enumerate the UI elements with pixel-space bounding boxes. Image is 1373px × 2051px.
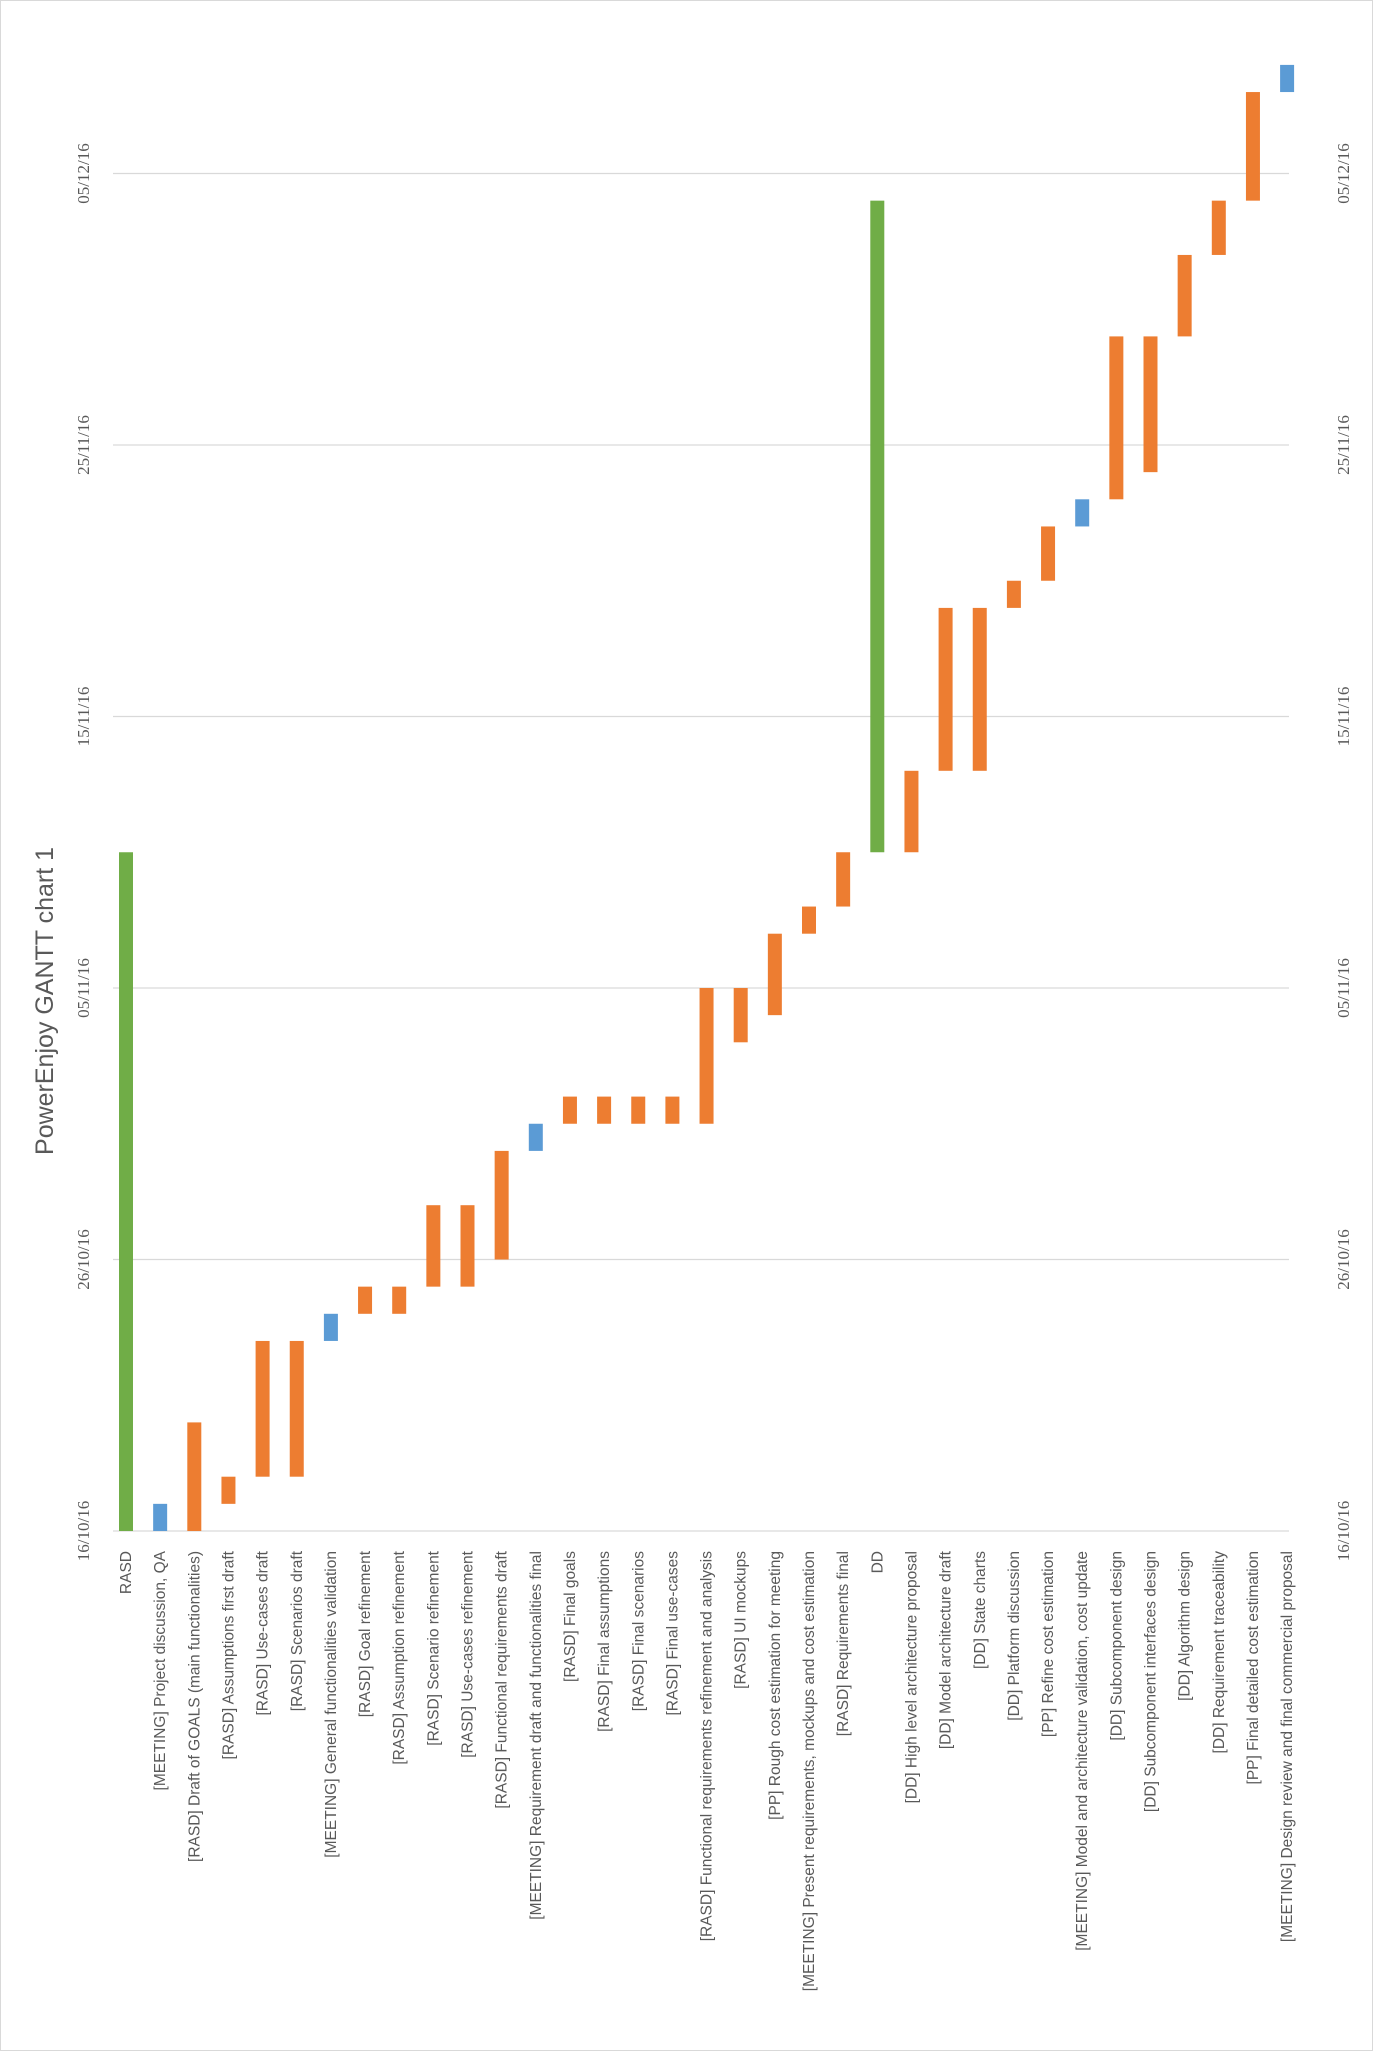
- task-label: [RASD] Draft of GOALS (main functionalit…: [186, 1551, 203, 1862]
- task-label: [RASD] Functional requirements draft: [494, 1550, 511, 1808]
- gantt-bar: [528, 1123, 543, 1151]
- date-tick-left: 26/10/16: [74, 1229, 93, 1289]
- task-label: [RASD] Scenario refinement: [425, 1550, 442, 1745]
- task-label: [RASD] Assumptions first draft: [220, 1550, 237, 1759]
- task-label: [RASD] Final goals: [562, 1551, 579, 1682]
- task-label: [PP] Refine cost estimation: [1040, 1551, 1057, 1737]
- task-label: [DD] Platform discussion: [1006, 1551, 1023, 1721]
- gantt-bar: [494, 1150, 509, 1260]
- task-label: [RASD] Requirements final: [835, 1551, 852, 1736]
- task-label: RASD: [118, 1551, 135, 1594]
- task-label: [MEETING] General functionalities valida…: [323, 1551, 340, 1858]
- date-tick-left: 05/11/16: [74, 958, 93, 1018]
- task-label: [DD] Subcomponent design: [1108, 1551, 1125, 1741]
- gantt-bar: [1075, 499, 1090, 527]
- date-tick-right: 15/11/16: [1334, 687, 1353, 747]
- task-label: [RASD] Use-cases refinement: [460, 1550, 477, 1757]
- date-tick-right: 05/11/16: [1334, 958, 1353, 1018]
- bars: [119, 64, 1295, 1531]
- task-label: [MEETING] Project discussion, QA: [152, 1550, 169, 1790]
- date-tick-left: 16/10/16: [74, 1501, 93, 1561]
- date-tick-left: 05/12/16: [74, 143, 93, 203]
- gantt-bar: [699, 988, 714, 1124]
- gantt-bar: [221, 1476, 236, 1504]
- task-label: [DD] Requirement traceability: [1211, 1551, 1228, 1754]
- date-ticks: 16/10/16 16/10/16 26/10/16 26/10/16 05/11/16…: [74, 143, 1353, 1561]
- task-label: [PP] Rough cost estimation for meeting: [767, 1551, 784, 1820]
- task-label: [RASD] Scenarios draft: [289, 1550, 306, 1711]
- date-tick-right: 05/12/16: [1334, 143, 1353, 203]
- gantt-bar: [904, 770, 919, 853]
- gantt-bar: [153, 1503, 168, 1531]
- gantt-bar: [1006, 580, 1021, 608]
- gantt-bar: [460, 1205, 475, 1287]
- gantt-bar: [1041, 526, 1056, 581]
- gantt-bar: [1245, 92, 1260, 201]
- task-label: [DD] Model architecture draft: [938, 1550, 955, 1749]
- task-label: DD: [869, 1551, 886, 1573]
- gantt-bar: [323, 1313, 338, 1341]
- date-tick-left: 25/11/16: [74, 415, 93, 475]
- task-label: [MEETING] Requirement draft and function…: [528, 1551, 545, 1920]
- task-label: [DD] State charts: [972, 1551, 989, 1669]
- date-tick-right: 16/10/16: [1334, 1501, 1353, 1561]
- task-label: [RASD] Functional requirements refinemen…: [699, 1551, 716, 1942]
- task-label: [DD] Subcomponent interfaces design: [1143, 1551, 1160, 1812]
- gantt-bar: [392, 1286, 407, 1314]
- gantt-bar: [358, 1286, 373, 1314]
- task-label: [MEETING] Design review and final commer…: [1279, 1551, 1296, 1942]
- task-label: [RASD] Assumption refinement: [391, 1550, 408, 1764]
- gantt-bar: [631, 1096, 646, 1124]
- task-label: [RASD] Use-cases draft: [255, 1550, 272, 1715]
- task-label: [DD] Algorithm design: [1177, 1551, 1194, 1701]
- date-tick-left: 15/11/16: [74, 687, 93, 747]
- gantt-bar: [597, 1096, 612, 1124]
- gantt-bar: [836, 852, 851, 907]
- gantt-bar: [187, 1422, 202, 1531]
- task-label: [RASD] UI mockups: [733, 1551, 750, 1689]
- gantt-bar: [802, 906, 816, 934]
- task-label: [RASD] Final scenarios: [630, 1551, 647, 1711]
- gantt-bar: [972, 607, 987, 771]
- task-label: [PP] Final detailed cost estimation: [1245, 1551, 1262, 1784]
- task-label: [DD] High level architecture proposal: [903, 1551, 920, 1803]
- task-label: [RASD] Final assumptions: [596, 1551, 613, 1732]
- gantt-bar: [1143, 336, 1158, 473]
- task-label: [MEETING] Model and architecture validat…: [1074, 1551, 1091, 1951]
- gantt-bar: [1280, 64, 1295, 93]
- gantt-bar: [870, 200, 885, 853]
- gantt-bar: [733, 988, 748, 1043]
- gantt-bar: [938, 607, 953, 771]
- gantt-bar: [289, 1340, 304, 1477]
- gantt-bar: [1211, 200, 1226, 255]
- chart-title: PowerEnjoy GANTT chart 1: [31, 847, 59, 1155]
- task-label: [RASD] Goal refinement: [357, 1550, 374, 1717]
- date-tick-right: 25/11/16: [1334, 415, 1353, 475]
- gantt-bar: [255, 1340, 270, 1477]
- task-label: [RASD] Final use-cases: [664, 1551, 681, 1716]
- gantt-bar: [562, 1096, 577, 1124]
- gantt-bar: [1177, 254, 1192, 337]
- gantt-bar: [665, 1096, 680, 1124]
- gantt-bar: [119, 852, 133, 1531]
- gantt-bar: [767, 933, 782, 1016]
- task-labels: RASD [MEETING] Project discussion, QA [RAS…: [118, 1550, 1296, 1991]
- task-label: [MEETING] Present requirements, mockups …: [801, 1551, 818, 1991]
- date-tick-right: 26/10/16: [1334, 1229, 1353, 1289]
- gantt-bar: [426, 1205, 441, 1287]
- gantt-bar: [1109, 336, 1124, 500]
